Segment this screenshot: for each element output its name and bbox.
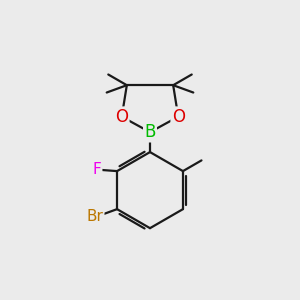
Text: O: O — [115, 108, 128, 126]
Text: O: O — [172, 108, 185, 126]
Text: F: F — [92, 162, 101, 177]
Text: Br: Br — [86, 209, 103, 224]
Text: B: B — [144, 123, 156, 141]
